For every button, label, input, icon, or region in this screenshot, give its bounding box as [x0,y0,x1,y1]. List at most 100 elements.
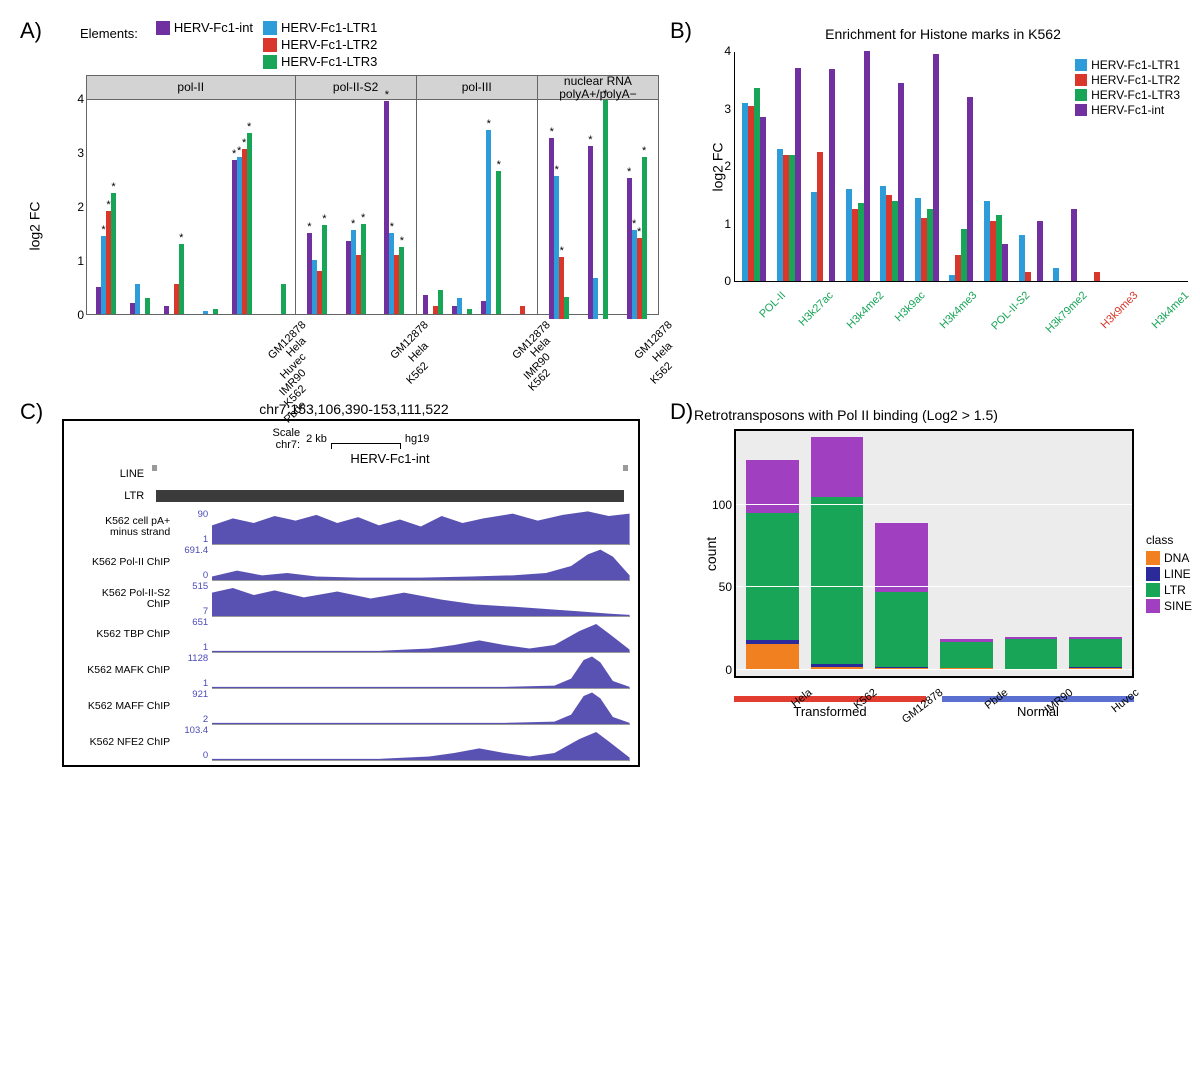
facet-header: nuclear RNA polyA+/polyA− [538,76,658,100]
bar: * [111,193,116,315]
swatch-int [156,21,170,35]
legend-item: LINE [1146,567,1192,581]
bar [213,309,218,314]
panel-d-yticks: 050100 [708,431,732,676]
bar-segment [811,437,864,497]
track-row: K562 TBP ChIP6511 [72,617,630,653]
significance-star: * [307,221,311,233]
stacked-bar [1069,637,1122,670]
panel-a-legend: Elements: HERV-Fc1-int HERV-Fc1-LTR1 HER… [80,20,658,69]
track-range: 9212 [176,689,208,725]
panel-b-label: B) [670,18,692,44]
significance-star: * [232,148,236,160]
track-body [212,689,630,725]
panel-a-label: A) [20,18,42,44]
figure: A) Elements: HERV-Fc1-int HERV-Fc1-LTR1 … [20,20,1180,767]
bar [467,309,472,314]
bar [457,298,462,314]
significance-star: * [351,218,355,230]
significance-star: * [247,121,251,133]
bar-group [774,68,805,281]
track-range: 11281 [176,653,208,689]
panel-d-title: Retrotransposons with Pol II binding (Lo… [694,407,1192,423]
panel-b-xlabels: POL-IIH3k27acH3k4me2H3k9acH3k4me3POL-II-… [734,282,1188,340]
bar [898,83,904,281]
panel-a-xlabels: GM12878HelaHuvecIMR90K562PbdeGM12878Hela… [86,315,658,377]
stacked-bar [746,460,799,670]
line-tick-icon [623,465,628,471]
panel-c-title: chr7:153,106,390-153,111,522 [50,401,658,417]
bar [1053,268,1059,281]
legend-title: Elements: [80,26,138,41]
stacked-bar [875,523,928,670]
significance-star: * [588,134,592,146]
bar-group [125,284,155,314]
bar-group [946,97,977,281]
panel-b-title: Enrichment for Histone marks in K562 [694,26,1192,42]
panel-b-yticks: 01234 [711,52,731,281]
panel-c-label: C) [20,399,43,425]
panel-a: A) Elements: HERV-Fc1-int HERV-Fc1-LTR1 … [20,20,658,377]
significance-star: * [361,212,365,224]
legend-item-ltr2: HERV-Fc1-LTR2 [263,37,377,52]
line-row-label: LINE [72,468,144,480]
bar [817,152,823,281]
bar [281,284,286,314]
legend-item: DNA [1146,551,1192,565]
track-row: K562 MAFF ChIP9212 [72,689,630,725]
track-body [212,509,630,545]
panel-d: D) Retrotransposons with Pol II binding … [670,401,1192,767]
track-row: K562 MAFK ChIP11281 [72,653,630,689]
significance-star: * [106,199,110,211]
stacked-bar [940,639,993,670]
significance-star: * [497,159,501,171]
bar-group [739,88,770,281]
bar: * [247,133,252,314]
bar-group [877,83,908,281]
track-row: K562 NFE2 ChIP103.40 [72,725,630,761]
panel-d-legend: class DNALINELTRSINE [1146,533,1192,615]
significance-star: * [642,145,646,157]
facet-header: pol-II-S2 [296,76,416,100]
ltr-row-label: LTR [72,490,144,502]
bar: * [496,171,501,314]
chr-label: chr7: [273,439,301,451]
significance-star: * [322,213,326,225]
bar-segment [1069,639,1122,667]
facet-header: pol-III [417,76,537,100]
track-row: K562 cell pA+ minus strand901 [72,509,630,545]
bar-segment [811,497,864,664]
significance-star: * [560,245,564,257]
bar-group: * [159,244,189,314]
bar-segment [1069,668,1122,670]
bar-group [1050,209,1081,281]
bar [967,97,973,281]
bar: * [603,100,608,319]
track-body [212,545,630,581]
track-row: K562 Pol-II-S2 ChIP5157 [72,581,630,617]
bar-segment [1005,639,1058,670]
significance-star: * [550,126,554,138]
bar-segment [746,460,799,513]
bar [1071,209,1077,281]
bar-group [843,51,874,281]
scale-label: Scale [273,427,301,439]
significance-star: * [179,232,183,244]
panel-b-plot: log2 FC 01234 HERV-Fc1-LTR1HERV-Fc1-LTR2… [734,52,1188,282]
panel-b: B) Enrichment for Histone marks in K562 … [670,20,1192,377]
bar-group [981,201,1012,282]
bar [864,51,870,281]
track-body [212,653,630,689]
significance-star: * [637,226,641,238]
bar [1025,272,1031,281]
bar-segment [875,592,928,666]
bar-group: *** [377,101,412,314]
significance-star: * [385,89,389,101]
bar: * [179,244,184,314]
legend-item: LTR [1146,583,1192,597]
track-body [212,725,630,761]
bar: * [642,157,647,319]
group-bar [734,696,926,702]
bar-group [193,309,223,314]
track-range: 901 [176,509,208,545]
